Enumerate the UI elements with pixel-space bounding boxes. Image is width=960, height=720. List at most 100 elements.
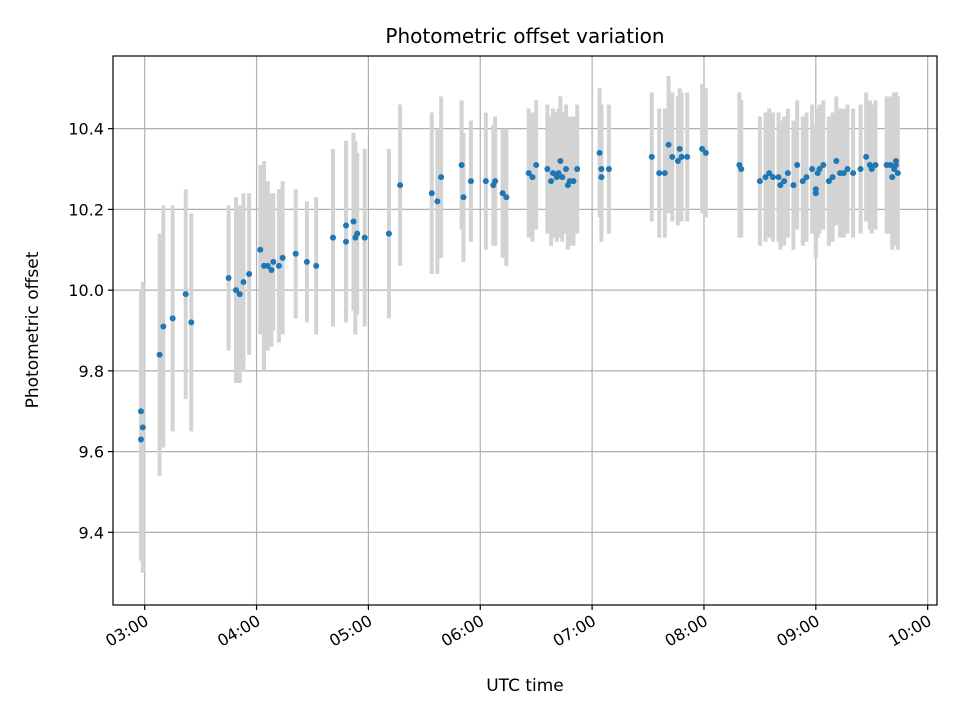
x-tick-label: 07:00	[550, 611, 599, 651]
data-point	[458, 161, 465, 168]
x-tick-label: 04:00	[214, 611, 263, 651]
x-axis: 03:00 04:00 05:00 06:00 07:00 08:00 09:00 10:00	[102, 605, 935, 651]
data-point	[233, 287, 240, 294]
data-point	[279, 254, 286, 261]
y-tick-label: 9.4	[79, 523, 104, 542]
x-tick-label: 10:00	[885, 611, 934, 651]
data-point	[188, 319, 195, 326]
data-point	[563, 166, 570, 173]
data-point	[275, 262, 282, 269]
x-tick-label: 08:00	[662, 611, 711, 651]
data-point	[549, 170, 556, 177]
data-point	[794, 161, 801, 168]
data-point	[236, 291, 243, 298]
data-point	[894, 170, 901, 177]
data-point	[343, 238, 350, 245]
data-point	[160, 323, 167, 330]
data-point	[492, 178, 499, 185]
data-point	[816, 166, 823, 173]
data-point	[397, 182, 404, 189]
data-point	[533, 161, 540, 168]
data-point	[598, 166, 605, 173]
data-point	[529, 174, 536, 181]
data-point	[361, 234, 368, 241]
data-point	[574, 166, 581, 173]
data-point	[887, 161, 894, 168]
x-axis-title: UTC time	[486, 676, 564, 696]
y-tick-label: 10.0	[68, 281, 104, 300]
data-point	[833, 157, 840, 164]
data-point	[840, 170, 847, 177]
data-point	[669, 153, 676, 160]
data-point	[756, 178, 763, 185]
data-point	[775, 174, 782, 181]
data-point	[156, 351, 163, 358]
data-point	[678, 153, 685, 160]
data-point	[137, 408, 144, 415]
data-point	[676, 145, 683, 152]
data-point	[313, 262, 320, 269]
data-point	[182, 291, 189, 298]
data-point	[303, 258, 310, 265]
data-point	[460, 194, 467, 201]
data-point	[825, 178, 832, 185]
point-layer	[137, 141, 901, 443]
data-point	[354, 230, 361, 237]
data-point	[525, 170, 532, 177]
x-tick-label: 03:00	[102, 611, 151, 651]
data-point	[270, 258, 277, 265]
data-point	[482, 178, 489, 185]
y-tick-label: 9.6	[79, 443, 104, 462]
x-tick-label: 06:00	[438, 611, 487, 651]
data-point	[820, 161, 827, 168]
data-point	[656, 170, 663, 177]
data-point	[598, 174, 605, 181]
data-point	[557, 157, 564, 164]
data-point	[246, 270, 253, 277]
data-point	[665, 141, 672, 148]
y-tick-label: 10.4	[68, 120, 104, 139]
data-point	[240, 279, 247, 286]
data-point	[428, 190, 435, 197]
errorbar-layer	[138, 76, 900, 573]
data-point	[467, 178, 474, 185]
data-point	[766, 170, 773, 177]
data-point	[868, 166, 875, 173]
data-point	[570, 178, 577, 185]
data-point	[872, 161, 879, 168]
data-point	[784, 170, 791, 177]
data-point	[605, 166, 612, 173]
data-point	[257, 246, 264, 253]
data-point	[850, 170, 857, 177]
data-point	[702, 149, 709, 156]
y-tick-label: 10.2	[68, 200, 104, 219]
data-point	[844, 166, 851, 173]
data-point	[169, 315, 176, 322]
data-point	[648, 153, 655, 160]
y-axis-title: Photometric offset	[23, 251, 43, 408]
data-point	[661, 170, 668, 177]
data-point	[225, 275, 232, 282]
data-point	[343, 222, 350, 229]
data-point	[889, 174, 896, 181]
data-point	[781, 178, 788, 185]
data-point	[555, 170, 562, 177]
data-point	[892, 161, 899, 168]
data-point	[559, 174, 566, 181]
x-tick-label: 09:00	[773, 611, 822, 651]
data-point	[699, 145, 706, 152]
data-point	[139, 424, 146, 431]
data-point	[438, 174, 445, 181]
data-point	[385, 230, 392, 237]
data-point	[674, 157, 681, 164]
data-point	[264, 262, 271, 269]
data-point	[762, 174, 769, 181]
data-point	[548, 178, 555, 185]
chart-title: Photometric offset variation	[385, 24, 664, 48]
x-tick-label: 05:00	[326, 611, 375, 651]
data-point	[350, 218, 357, 225]
data-point	[329, 234, 336, 241]
plot-frame	[112, 55, 938, 606]
data-point	[503, 194, 510, 201]
